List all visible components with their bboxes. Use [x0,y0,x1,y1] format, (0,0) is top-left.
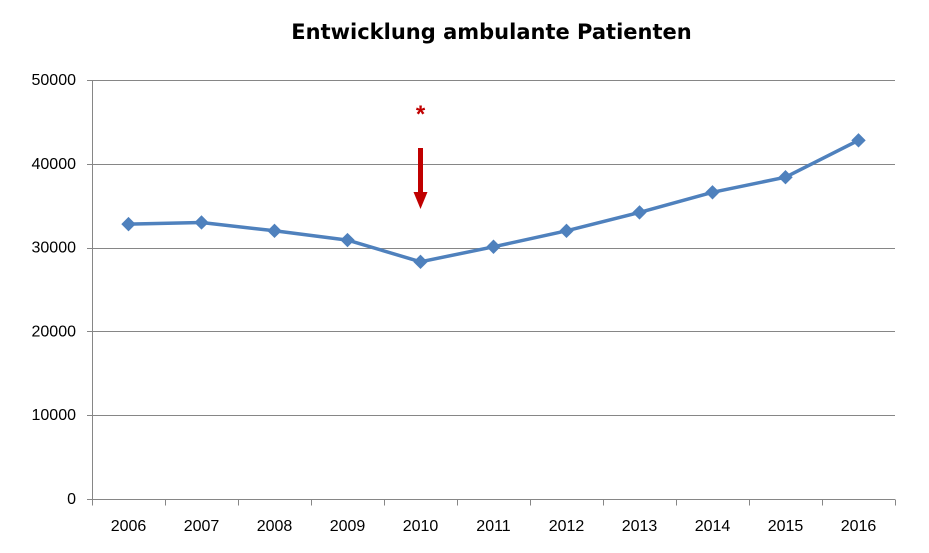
x-tick-label: 2011 [476,518,511,535]
y-tick-label: 10000 [32,407,77,424]
x-tick-label: 2008 [257,518,293,535]
y-tick-label: 40000 [32,156,77,173]
data-point [632,205,647,220]
data-point [486,239,501,254]
x-tick-label: 2007 [184,518,220,535]
x-tick-label: 2009 [330,518,366,535]
y-tick-label: 50000 [32,72,77,89]
data-point [705,185,720,200]
data-point [267,223,282,239]
data-point [413,254,428,270]
x-tick-label: 2013 [622,518,658,535]
chart-title: Entwicklung ambulante Patienten [291,20,692,44]
y-tick-label: 0 [67,491,76,508]
x-tick-label: 2015 [768,518,804,535]
data-point [194,215,209,230]
annotation-arrow-shaft [418,148,423,194]
x-tick-label: 2012 [549,518,585,535]
annotation-star: * [416,101,426,128]
y-tick-label: 20000 [32,323,77,340]
data-point [121,216,136,232]
x-tick-label: 2006 [111,518,147,535]
data-point [340,232,355,248]
annotation-arrow-head [413,192,428,209]
x-tick-label: 2014 [695,518,731,535]
y-tick-label: 30000 [32,240,77,257]
data-point [559,223,574,239]
data-point [778,170,793,185]
x-tick-label: 2016 [841,518,877,535]
x-tick-label: 2010 [403,518,439,535]
data-point [851,133,866,148]
